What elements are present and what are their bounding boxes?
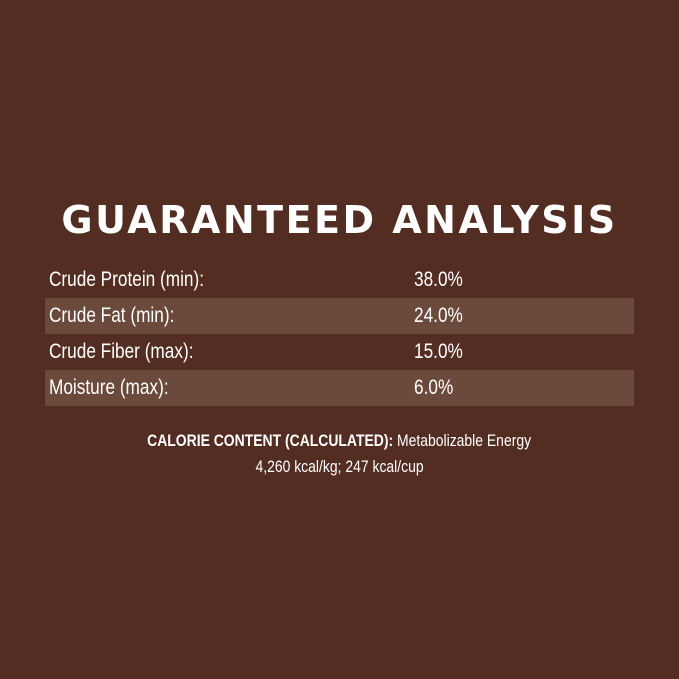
row-label: Crude Fiber (max):: [49, 340, 194, 363]
table-row: Moisture (max): 6.0%: [45, 370, 634, 406]
calorie-heading: CALORIE CONTENT (CALCULATED):: [147, 431, 394, 450]
row-label: Crude Protein (min):: [49, 268, 205, 291]
calorie-content-line: CALORIE CONTENT (CALCULATED): Metaboliza…: [0, 431, 679, 451]
row-label: Moisture (max):: [49, 376, 169, 399]
table-row: Crude Fiber (max): 15.0%: [45, 334, 634, 370]
analysis-table: Crude Protein (min): 38.0% Crude Fat (mi…: [45, 262, 634, 406]
row-value: 38.0%: [414, 268, 463, 291]
row-value: 6.0%: [414, 376, 454, 399]
row-value: 15.0%: [414, 340, 463, 363]
page-title: GUARANTEED ANALYSIS: [61, 198, 618, 242]
table-row: Crude Protein (min): 38.0%: [45, 262, 634, 298]
row-label: Crude Fat (min):: [49, 304, 175, 327]
table-row: Crude Fat (min): 24.0%: [45, 298, 634, 334]
calorie-energy-label: Metabolizable Energy: [393, 431, 532, 450]
calorie-values-line: 4,260 kcal/kg; 247 kcal/cup: [0, 457, 679, 477]
row-value: 24.0%: [414, 304, 463, 327]
calorie-values: 4,260 kcal/kg; 247 kcal/cup: [255, 457, 424, 476]
